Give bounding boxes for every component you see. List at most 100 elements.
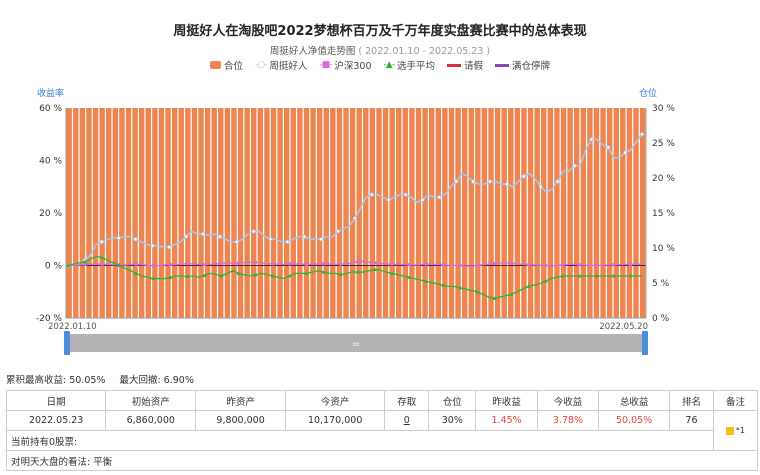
legend-item-5[interactable]: 满仓停牌 [494,58,550,72]
legend-line-icon: -○- [255,60,267,70]
position-bar [527,108,534,318]
subtitle-range: ( 2022.01.10 - 2022.05.23 ) [358,46,491,57]
position-bar [396,108,402,318]
legend-item-0[interactable]: 合位 [210,58,243,72]
chart-legend[interactable]: 合位 -○- 周挺好人 -■- 沪深300 -▲- 选手平均 请假 满仓停牌 [0,58,760,72]
series-point [509,261,513,265]
legend-item-4[interactable]: 请假 [446,58,483,72]
series-point [219,261,223,265]
right-tick-label: 15 % [652,209,675,219]
legend-label: 合位 [224,61,244,72]
note-mark: *1 [735,426,745,435]
series-point [338,272,343,277]
series-point [66,263,70,267]
legend-bar-icon [494,63,509,67]
position-bar [442,108,448,318]
position-bar [158,108,165,318]
series-point [458,285,463,290]
legend-item-2[interactable]: -■- 沪深300 [319,58,371,72]
series-point [595,264,599,267]
position-bar [277,108,283,318]
legend-bar-icon [446,63,461,67]
page-title: 周挺好人在淘股吧2022梦想杯百万及千万年度实盘赛比赛中的总体表现 [173,24,587,39]
range-slider-track [67,334,645,352]
series-point [285,239,290,244]
series-point [526,263,530,267]
series-point [219,274,224,278]
series-point [185,274,190,279]
series-point [151,264,155,268]
position-bar [231,108,237,318]
series-point [116,235,121,240]
header-prev-assets: 昨资产 [195,390,287,411]
range-handle-left[interactable] [64,331,70,355]
header-date: 日期 [5,390,107,411]
series-point [441,263,445,267]
cell-today-return: 3.78% [536,410,600,431]
position-bar [541,108,547,318]
series-point [572,163,577,168]
position-bar [448,108,455,318]
series-point [543,279,548,283]
max-drawdown-stat: 最大回撤: 6.90% [119,375,194,386]
series-point [509,292,514,296]
series-point [492,296,497,300]
deposit-link[interactable]: 0 [403,415,410,426]
series-point [555,179,560,184]
series-point [202,273,207,277]
cell-initial-assets: 6,860,000 [105,410,197,431]
position-bar [415,108,422,318]
position-bar [554,108,560,318]
position-bar [409,108,415,318]
stats-bar: 累积最高收益: 50.05% 最大回撤: 6.90% [6,372,194,386]
series-point [390,262,394,266]
max-return-stat: 累积最高收益: 50.05% [6,375,106,386]
legend-item-1[interactable]: -○- 周挺好人 [255,58,307,72]
position-bar [310,108,316,318]
series-point [321,270,326,274]
holdings-row: 当前持有0股票: [6,430,758,451]
series-point [271,262,275,266]
series-point [594,274,599,278]
position-bar [547,108,554,318]
cell-deposit[interactable]: 0 [384,410,430,431]
position-bar [343,108,349,318]
position-bar [461,108,468,318]
chart-area: 收益率 仓位 60 % 40 % 20 % 0 % -20 % 30 % 25 % 20 % 15 … [36,87,675,355]
position-bar [429,108,435,318]
series-point [236,261,240,265]
position-bar [145,108,151,318]
series-point [629,262,633,266]
series-point [202,263,206,267]
legend-item-3[interactable]: -▲- 选手平均 [384,58,435,72]
position-bar [106,108,112,318]
position-bar [297,108,303,318]
series-point [151,276,156,281]
series-point [521,174,526,179]
series-point [458,264,462,267]
header-today-assets: 今资产 [285,390,386,411]
series-point [150,243,155,248]
series-point [406,275,411,279]
cell-note: *1 [712,410,759,451]
position-bar [369,108,376,318]
series-point [475,264,479,267]
table-row: 2022.05.23 6,860,000 9,800,000 10,170,00… [5,410,759,451]
series-point [623,150,628,155]
right-tick-label: 20 % [652,174,675,184]
position-bar [508,108,514,318]
legend-label: 周挺好人 [269,61,308,72]
series-point [628,274,633,278]
series-point [611,274,616,278]
series-point [612,263,616,267]
position-bar [567,108,573,318]
position-bar [422,108,428,318]
position-bar [639,108,646,318]
range-handle-right[interactable] [642,331,648,355]
series-point [492,261,496,265]
cell-today-assets: 10,170,000 [285,410,386,431]
position-bar [488,108,494,318]
position-bar [92,108,99,318]
position-bar [534,108,540,318]
position-bar [284,108,290,318]
